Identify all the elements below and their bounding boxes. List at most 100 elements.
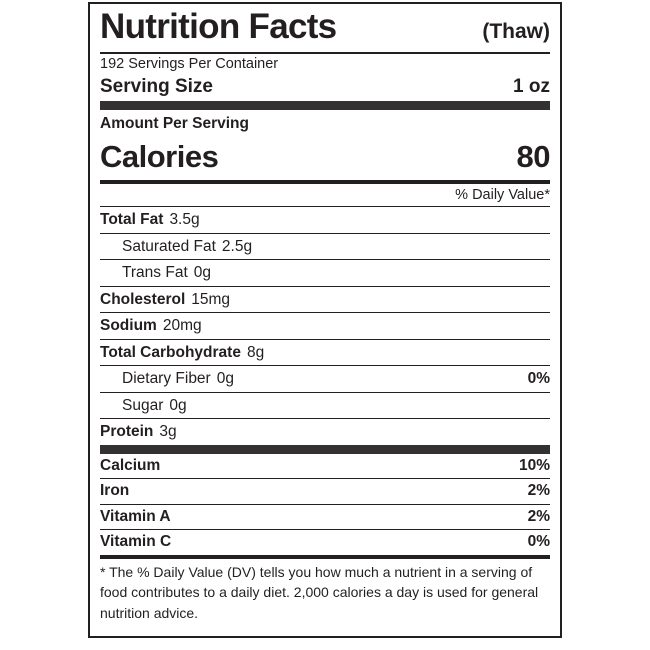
nutrient-left: Dietary Fiber 0g (122, 366, 234, 392)
nutrient-row-wrap: Sodium 20mg (90, 313, 560, 339)
calories-block: Amount Per Serving Calories 80 (90, 110, 560, 180)
calories-label: Calories (100, 139, 219, 174)
vitamin-row: Calcium 10% (100, 454, 550, 479)
row-divider (100, 503, 550, 505)
daily-value-header-block: % Daily Value* (90, 184, 560, 206)
servings-per-container: 192 Servings Per Container (100, 56, 279, 72)
label-header: Nutrition Facts (Thaw) (90, 4, 560, 52)
calories-row: Calories 80 (100, 136, 551, 180)
vitamin-daily-value: 10% (518, 456, 550, 474)
vitamin-row-wrap: Iron 2% (90, 479, 560, 504)
nutrient-row-wrap: Sugar 0g (90, 393, 560, 419)
divider-thick-vitamins (100, 444, 550, 454)
variant-badge: (Thaw) (482, 20, 550, 43)
nutrient-amount: 15mg (191, 290, 231, 308)
row-divider (100, 285, 550, 287)
nutrient-name: Total Fat (100, 211, 164, 228)
nutrient-name: Sodium (100, 317, 157, 334)
row-divider (100, 365, 550, 366)
divider-thick-top (100, 101, 550, 110)
serving-size-label: Serving Size (100, 76, 213, 97)
row-divider (100, 478, 550, 479)
vitamin-daily-value: 2% (527, 507, 550, 525)
serving-size-row: Serving Size 1 oz (100, 74, 550, 101)
daily-value-header: % Daily Value* (455, 187, 550, 203)
row-divider (100, 418, 550, 419)
nutrient-row: Sugar 0g (100, 393, 550, 419)
vitamins-section: Calcium 10% Iron 2% Vitamin A 2% Vitamin C 0% (90, 454, 560, 555)
nutrient-amount: 20mg (162, 317, 202, 334)
nutrient-left: Protein 3g (100, 419, 177, 445)
divider-above-footnote (100, 554, 550, 559)
calories-value: 80 (516, 139, 551, 174)
row-divider (100, 232, 550, 234)
row-divider (100, 312, 550, 313)
divider-above-daily-value (100, 180, 550, 184)
vitamin-daily-value: 0% (527, 533, 550, 550)
daily-value-footnote: * The % Daily Value (DV) tells you how m… (100, 563, 539, 621)
serving-size-value: 1 oz (513, 76, 550, 97)
nutrient-row: Total Carbohydrate 8g (100, 340, 550, 366)
nutrient-row: Sodium 20mg (100, 313, 550, 339)
row-divider (100, 391, 550, 393)
nutrient-daily-value: 0% (527, 370, 550, 387)
vitamin-row-wrap: Vitamin C 0% (90, 530, 560, 555)
nutrient-amount: 0g (193, 264, 211, 281)
nutrient-row: Saturated Fat 2.5g (100, 234, 550, 260)
nutrition-facts-label: Nutrition Facts (Thaw) 192 Servings Per … (88, 2, 562, 638)
page-title: Nutrition Facts (100, 7, 337, 46)
nutrient-name: Cholesterol (100, 290, 186, 308)
nutrient-name: Total Carbohydrate (100, 343, 241, 361)
vitamin-name: Iron (100, 482, 130, 499)
nutrient-row: Total Fat 3.5g (100, 207, 550, 233)
nutrient-amount: 0g (216, 370, 234, 387)
nutrients-section: Total Fat 3.5g Saturated Fat 2.5g Trans Fat 0… (90, 206, 560, 445)
nutrient-row: Trans Fat 0g (100, 260, 550, 286)
row-divider (100, 206, 550, 207)
nutrient-name: Protein (100, 423, 154, 440)
nutrient-row: Protein 3g (100, 419, 550, 445)
nutrient-name: Sugar (122, 396, 164, 414)
nutrient-row-wrap: Saturated Fat 2.5g (90, 234, 560, 260)
nutrient-amount: 3.5g (169, 211, 200, 228)
nutrient-row-wrap: Total Fat 3.5g (90, 207, 560, 233)
vitamin-daily-value: 2% (527, 482, 550, 499)
nutrient-name: Saturated Fat (122, 237, 216, 255)
title-row: Nutrition Facts (Thaw) (100, 4, 550, 52)
nutrient-row-wrap: Protein 3g (90, 419, 560, 445)
vitamin-row-wrap: Calcium 10% (90, 454, 560, 479)
nutrient-amount: 3g (159, 423, 177, 440)
nutrient-left: Saturated Fat 2.5g (122, 234, 252, 260)
vitamin-name: Calcium (100, 456, 161, 474)
nutrient-left: Total Fat 3.5g (100, 207, 200, 233)
nutrient-row-wrap: Trans Fat 0g (90, 260, 560, 286)
vitamin-name: Vitamin A (100, 507, 171, 525)
nutrient-row-wrap: Dietary Fiber 0g 0% (90, 366, 560, 392)
vitamin-row: Vitamin C 0% (100, 530, 550, 555)
nutrient-name: Trans Fat (122, 264, 188, 281)
nutrient-row: Cholesterol 15mg (100, 287, 550, 313)
nutrient-left: Trans Fat 0g (122, 260, 211, 286)
amount-per-serving-label: Amount Per Serving (100, 115, 249, 132)
nutrient-amount: 2.5g (221, 237, 253, 255)
servings-block: 192 Servings Per Container Serving Size … (90, 54, 560, 101)
vitamin-row-wrap: Vitamin A 2% (90, 505, 560, 530)
divider-under-title (100, 52, 550, 54)
row-divider (100, 338, 550, 340)
nutrient-amount: 0g (169, 396, 187, 414)
nutrient-name: Dietary Fiber (122, 370, 211, 387)
nutrient-left: Sugar 0g (122, 393, 187, 419)
nutrient-row-wrap: Total Carbohydrate 8g (90, 340, 560, 366)
nutrient-left: Sodium 20mg (100, 313, 202, 339)
nutrient-left: Total Carbohydrate 8g (100, 340, 264, 366)
nutrient-amount: 8g (246, 343, 265, 361)
row-divider (100, 529, 550, 530)
row-divider (100, 259, 550, 260)
nutrient-row: Dietary Fiber 0g 0% (100, 366, 550, 392)
nutrient-left: Cholesterol 15mg (100, 287, 230, 313)
nutrient-row-wrap: Cholesterol 15mg (90, 287, 560, 313)
vitamin-row: Iron 2% (100, 479, 550, 504)
vitamin-name: Vitamin C (100, 533, 172, 550)
footnote-block: * The % Daily Value (DV) tells you how m… (90, 559, 560, 624)
vitamin-row: Vitamin A 2% (100, 505, 550, 530)
